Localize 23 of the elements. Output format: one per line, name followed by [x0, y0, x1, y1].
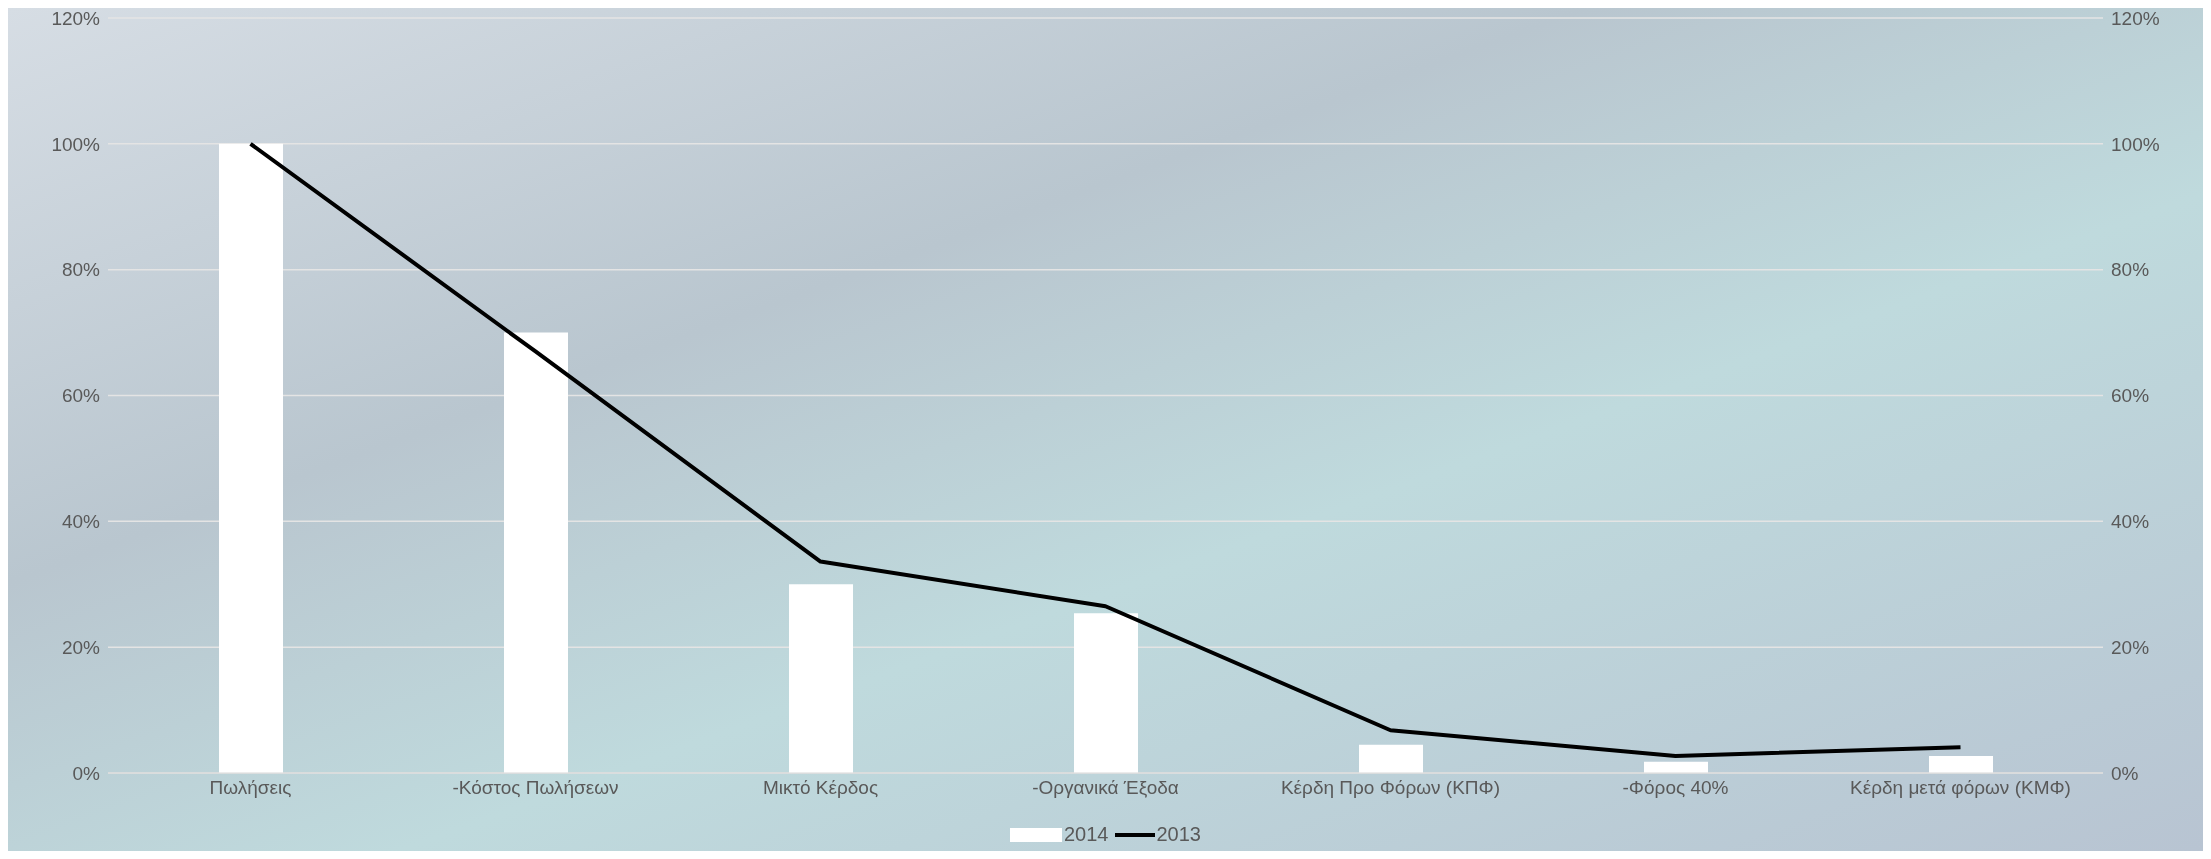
x-tick-label: -Φόρος 40%	[1622, 777, 1729, 799]
y-tick-label: 120%	[51, 7, 101, 29]
y2-tick-label: 0%	[2111, 762, 2139, 784]
legend-label: 2013	[1156, 823, 1201, 846]
y-tick-label: 20%	[61, 636, 101, 658]
y2-tick-label: 100%	[2111, 133, 2160, 155]
y-tick-label: 60%	[61, 385, 101, 407]
x-tick-label: Κέρδη μετά φόρων (ΚΜΦ)	[1850, 777, 2071, 799]
x-tick-label: Κέρδη Προ Φόρων (ΚΠΦ)	[1280, 777, 1501, 799]
y-tick-label: 100%	[51, 133, 101, 155]
y-tick-label: 40%	[61, 511, 101, 533]
y-tick-label: 80%	[61, 259, 101, 281]
y2-tick-label: 80%	[2111, 259, 2150, 281]
y2-tick-label: 40%	[2111, 511, 2150, 533]
y2-tick-label: 20%	[2111, 636, 2150, 658]
x-tick-label: -Κόστος Πωλήσεων	[452, 777, 619, 799]
y2-tick-label: 120%	[2111, 7, 2160, 29]
y-tick-label: 0%	[72, 762, 101, 784]
x-tick-label: Πωλήσεις	[209, 777, 292, 799]
y2-tick-label: 60%	[2111, 385, 2150, 407]
x-tick-label: -Οργανικά Έξοδα	[1032, 777, 1179, 799]
x-tick-label: Μικτό Κέρδος	[762, 777, 879, 799]
legend-label: 2014	[1064, 823, 1109, 846]
